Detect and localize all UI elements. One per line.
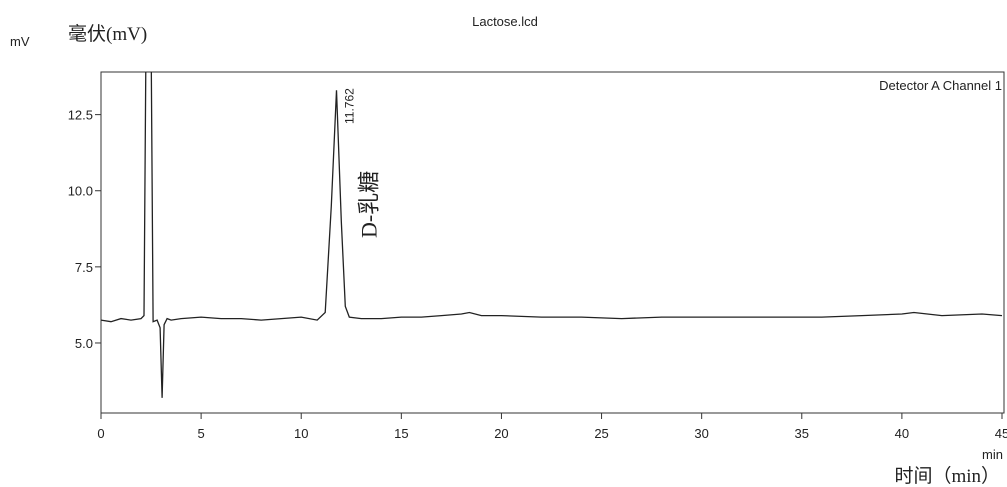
- x-tick-label: 15: [394, 426, 408, 441]
- y-tick-label: 10.0: [68, 184, 93, 199]
- y-axis-label: 毫伏(mV): [68, 23, 147, 45]
- peak-time-label: 11.762: [343, 88, 357, 124]
- x-tick-label: 0: [97, 426, 104, 441]
- x-tick-label: 25: [594, 426, 608, 441]
- chart-title: Lactose.lcd: [472, 14, 538, 29]
- x-tick-label: 35: [795, 426, 809, 441]
- x-tick-label: 5: [197, 426, 204, 441]
- y-tick-label: 12.5: [68, 108, 93, 123]
- y-tick-label: 5.0: [75, 336, 93, 351]
- peak-name-label: D-乳糖: [357, 171, 382, 238]
- x-tick-label: 30: [694, 426, 708, 441]
- x-tick-label: 40: [895, 426, 909, 441]
- legend-label: Detector A Channel 1: [879, 78, 1002, 93]
- y-tick-label: 7.5: [75, 260, 93, 275]
- x-tick-label: 10: [294, 426, 308, 441]
- x-tick-label: 20: [494, 426, 508, 441]
- chromatogram-line: [101, 72, 1003, 398]
- y-unit: mV: [10, 34, 30, 49]
- plot-frame: [100, 71, 1005, 414]
- x-tick-label: 45: [995, 426, 1007, 441]
- x-unit: min: [982, 447, 1003, 462]
- x-axis-label: 时间（min）: [894, 465, 1000, 487]
